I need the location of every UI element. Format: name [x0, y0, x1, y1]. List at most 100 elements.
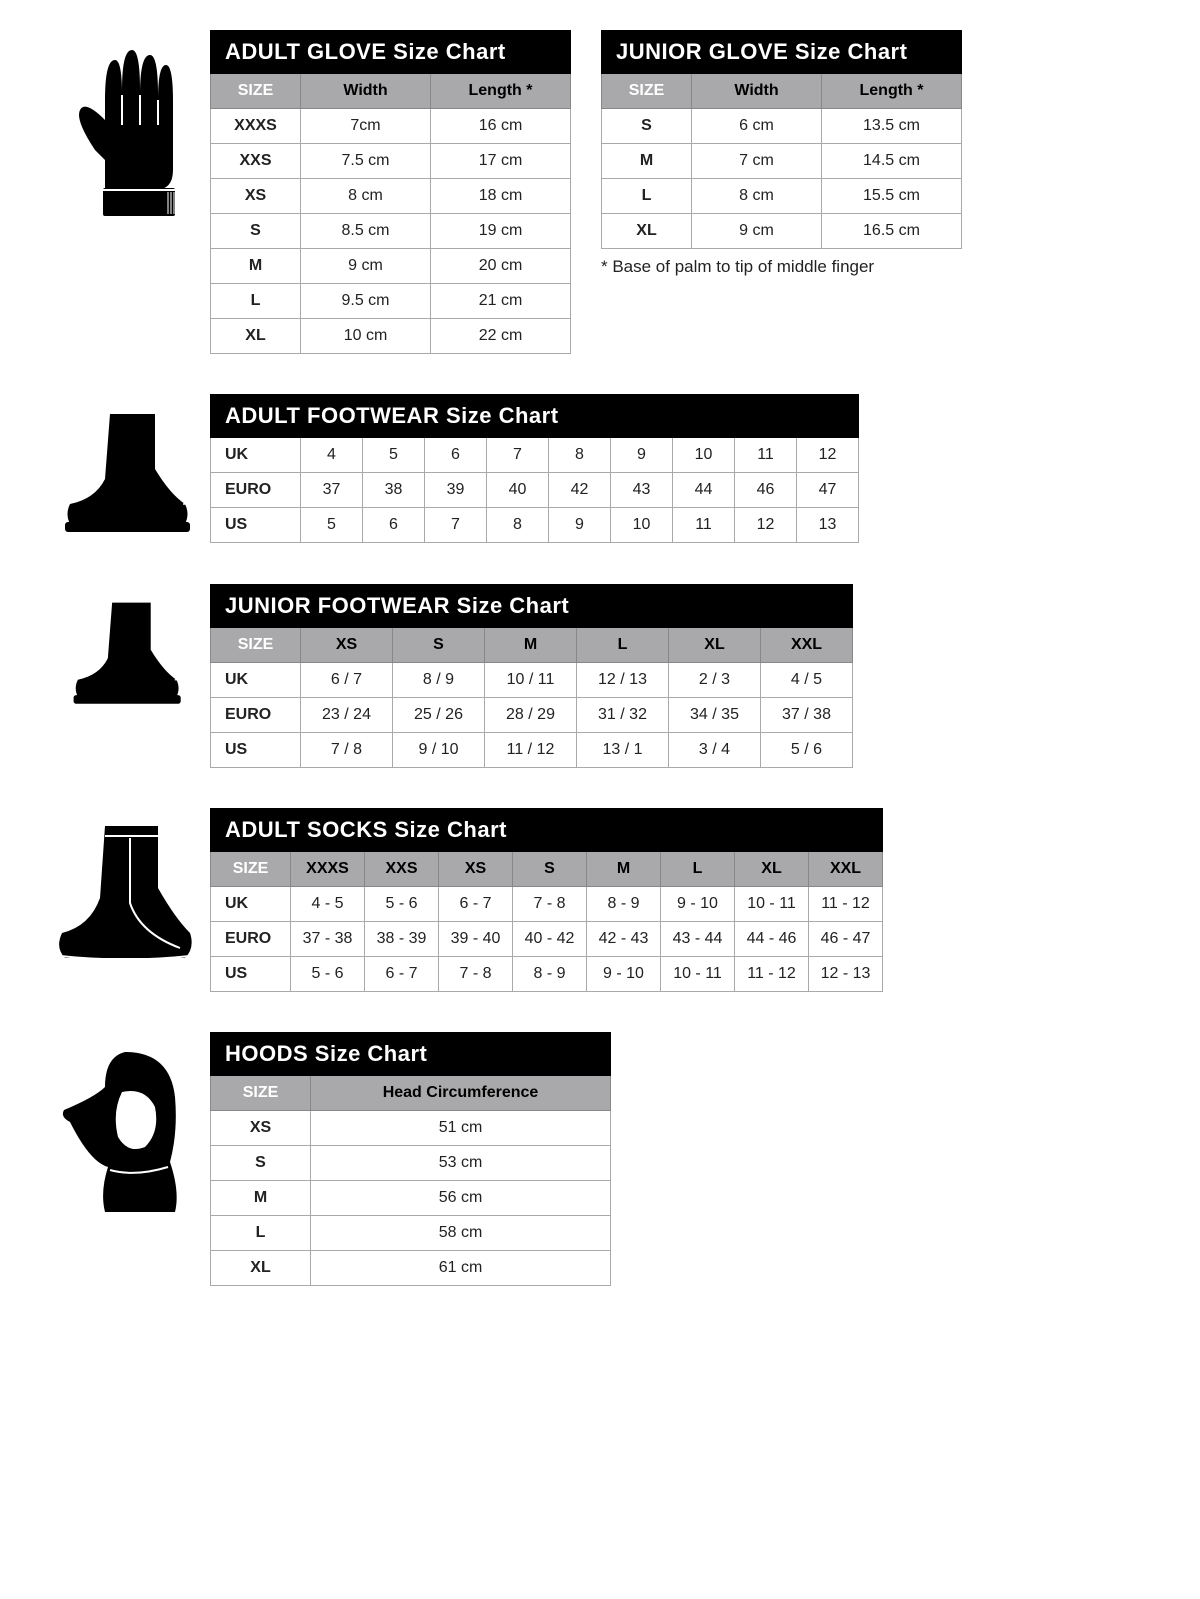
table-cell: 6 / 7 — [301, 663, 393, 698]
table-cell: 8 / 9 — [393, 663, 485, 698]
table-cell: 7 — [425, 508, 487, 543]
column-header: XS — [439, 852, 513, 887]
table-cell: 10 - 11 — [735, 887, 809, 922]
column-header: XXL — [761, 628, 853, 663]
table-cell: XS — [211, 179, 301, 214]
row-header: EURO — [211, 473, 301, 508]
column-header: Length * — [822, 74, 962, 109]
table-cell: 7.5 cm — [301, 144, 431, 179]
junior-glove-table: JUNIOR GLOVE Size ChartSIZEWidthLength *… — [601, 30, 962, 249]
table-cell: 46 - 47 — [809, 922, 883, 957]
table-cell: 3 / 4 — [669, 733, 761, 768]
table-cell: 4 — [301, 438, 363, 473]
column-header: SIZE — [602, 74, 692, 109]
row-header: US — [211, 957, 291, 992]
table-cell: 38 — [363, 473, 425, 508]
table-cell: 15.5 cm — [822, 179, 962, 214]
table-cell: 4 - 5 — [291, 887, 365, 922]
table-cell: 38 - 39 — [365, 922, 439, 957]
table-cell: 13.5 cm — [822, 109, 962, 144]
table-cell: 10 / 11 — [485, 663, 577, 698]
table-cell: 37 - 38 — [291, 922, 365, 957]
table-cell: XL — [211, 1251, 311, 1286]
row-header: EURO — [211, 922, 291, 957]
table-row: M7 cm14.5 cm — [602, 144, 962, 179]
column-header: SIZE — [211, 1076, 311, 1111]
column-header: XXL — [809, 852, 883, 887]
table-cell: 8 cm — [692, 179, 822, 214]
table-cell: 8 — [549, 438, 611, 473]
table-cell: 10 — [611, 508, 673, 543]
column-header: Length * — [431, 74, 571, 109]
table-row: L8 cm15.5 cm — [602, 179, 962, 214]
table-cell: M — [602, 144, 692, 179]
table-row: L9.5 cm21 cm — [211, 284, 571, 319]
column-header: M — [587, 852, 661, 887]
table-cell: 10 — [673, 438, 735, 473]
table-row: XL10 cm22 cm — [211, 319, 571, 354]
column-header: XXXS — [291, 852, 365, 887]
table-cell: 44 — [673, 473, 735, 508]
table-row: S6 cm13.5 cm — [602, 109, 962, 144]
table-cell: 25 / 26 — [393, 698, 485, 733]
table-cell: 9 — [549, 508, 611, 543]
table-row: US5678910111213 — [211, 508, 859, 543]
column-header: XL — [735, 852, 809, 887]
table-row: XL9 cm16.5 cm — [602, 214, 962, 249]
table-cell: 23 / 24 — [301, 698, 393, 733]
table-row: EURO23 / 2425 / 2628 / 2931 / 3234 / 353… — [211, 698, 853, 733]
table-cell: 39 - 40 — [439, 922, 513, 957]
table-cell: 9 - 10 — [661, 887, 735, 922]
table-cell: 6 - 7 — [439, 887, 513, 922]
column-header: M — [485, 628, 577, 663]
table-row: XS51 cm — [211, 1111, 611, 1146]
table-cell: 28 / 29 — [485, 698, 577, 733]
column-header: SIZE — [211, 628, 301, 663]
table-row: XXS7.5 cm17 cm — [211, 144, 571, 179]
row-header: EURO — [211, 698, 301, 733]
table-cell: 11 / 12 — [485, 733, 577, 768]
junior-glove-block: JUNIOR GLOVE Size ChartSIZEWidthLength *… — [601, 30, 962, 277]
table-cell: 12 — [735, 508, 797, 543]
table-cell: 7 - 8 — [439, 957, 513, 992]
table-cell: 7 - 8 — [513, 887, 587, 922]
row-header: UK — [211, 663, 301, 698]
table-cell: 5 / 6 — [761, 733, 853, 768]
table-cell: S — [211, 1146, 311, 1181]
hoods-table: HOODS Size ChartSIZEHead CircumferenceXS… — [210, 1032, 611, 1286]
boot-icon-small — [40, 584, 210, 714]
table-cell: 5 — [363, 438, 425, 473]
table-cell: 18 cm — [431, 179, 571, 214]
table-cell: 14.5 cm — [822, 144, 962, 179]
table-title: ADULT SOCKS Size Chart — [211, 809, 883, 852]
table-cell: M — [211, 1181, 311, 1216]
table-cell: 8 cm — [301, 179, 431, 214]
table-cell: 9 cm — [692, 214, 822, 249]
table-cell: 5 — [301, 508, 363, 543]
adult-footwear-table: ADULT FOOTWEAR Size ChartUK456789101112E… — [210, 394, 859, 543]
table-cell: 6 - 7 — [365, 957, 439, 992]
row-header: UK — [211, 887, 291, 922]
table-row: US5 - 66 - 77 - 88 - 99 - 1010 - 1111 - … — [211, 957, 883, 992]
table-cell: 19 cm — [431, 214, 571, 249]
column-header: XXS — [365, 852, 439, 887]
hoods-section: HOODS Size ChartSIZEHead CircumferenceXS… — [40, 1032, 1160, 1286]
table-cell: S — [211, 214, 301, 249]
junior-footwear-table: JUNIOR FOOTWEAR Size ChartSIZEXSSMLXLXXL… — [210, 584, 853, 768]
table-cell: 8 - 9 — [513, 957, 587, 992]
table-cell: 43 - 44 — [661, 922, 735, 957]
table-row: M9 cm20 cm — [211, 249, 571, 284]
table-title: ADULT GLOVE Size Chart — [211, 31, 571, 74]
table-cell: 17 cm — [431, 144, 571, 179]
column-header: S — [393, 628, 485, 663]
table-row: UK456789101112 — [211, 438, 859, 473]
adult-glove-table: ADULT GLOVE Size ChartSIZEWidthLength *X… — [210, 30, 571, 354]
table-row: UK6 / 78 / 910 / 1112 / 132 / 34 / 5 — [211, 663, 853, 698]
table-cell: 34 / 35 — [669, 698, 761, 733]
table-cell: XXXS — [211, 109, 301, 144]
table-title: ADULT FOOTWEAR Size Chart — [211, 395, 859, 438]
table-cell: 16.5 cm — [822, 214, 962, 249]
table-cell: 46 — [735, 473, 797, 508]
column-header: XS — [301, 628, 393, 663]
column-header: Head Circumference — [311, 1076, 611, 1111]
